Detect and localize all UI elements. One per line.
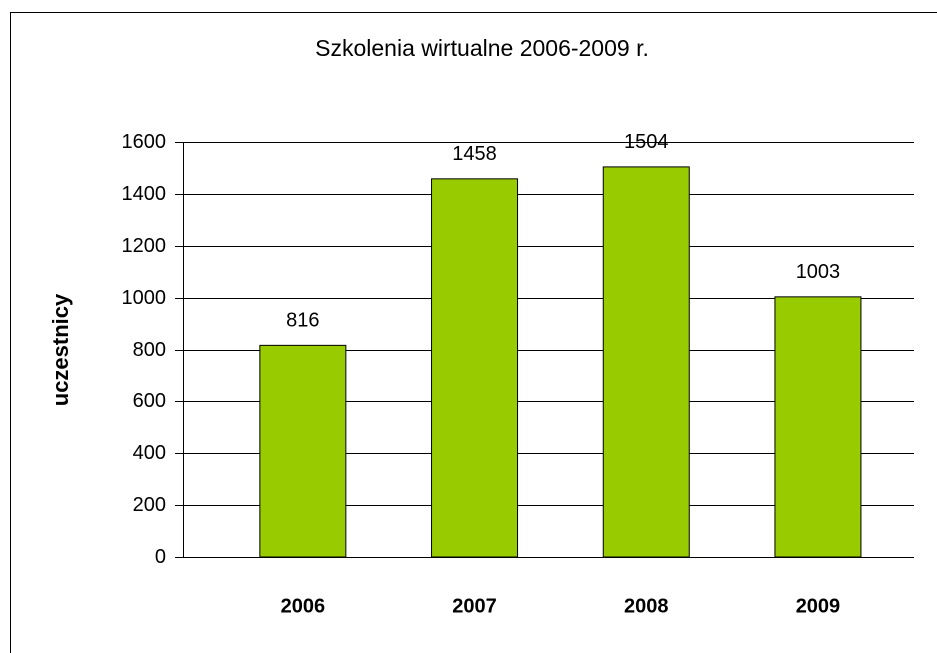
- data-label: 816: [286, 310, 319, 332]
- data-label: 1504: [624, 131, 669, 153]
- y-tick-label: 200: [133, 494, 166, 516]
- y-tick-label: 0: [155, 546, 166, 568]
- y-tick-label: 800: [133, 339, 166, 361]
- data-label: 1458: [452, 143, 497, 165]
- x-tick-label: 2008: [624, 595, 669, 617]
- bar: [602, 166, 690, 558]
- chart-title: Szkolenia wirtualne 2006-2009 r.: [315, 35, 649, 61]
- y-tick-label: 1000: [122, 287, 167, 309]
- bar: [431, 178, 519, 558]
- y-tick-label: 1600: [122, 131, 167, 153]
- x-tick-label: 2006: [281, 595, 326, 617]
- data-label: 1003: [796, 261, 841, 283]
- y-tick-label: 400: [133, 442, 166, 464]
- y-tick-label: 600: [133, 390, 166, 412]
- y-tick-label: 1400: [122, 183, 167, 205]
- x-tick-label: 2009: [796, 595, 841, 617]
- bar: [774, 296, 862, 558]
- y-tick-label: 1200: [122, 235, 167, 257]
- bar: [259, 344, 347, 558]
- x-tick-label: 2007: [452, 595, 497, 617]
- y-axis-label: uczestnicy: [48, 293, 73, 406]
